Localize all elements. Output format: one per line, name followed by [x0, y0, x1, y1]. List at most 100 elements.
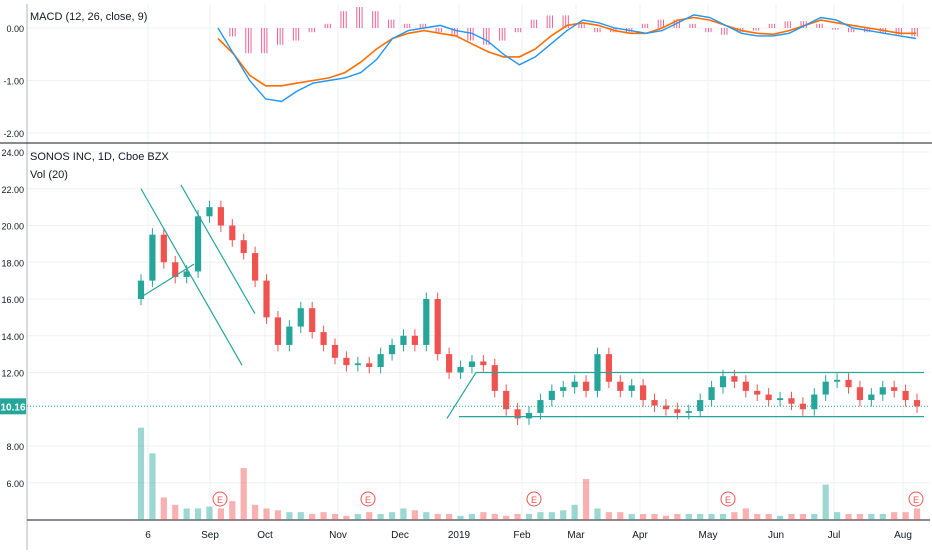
- candle-body: [480, 361, 487, 366]
- candle-body: [571, 381, 578, 388]
- candle-body: [708, 387, 715, 401]
- candle-body: [457, 366, 464, 373]
- x-tick-label: 6: [145, 530, 151, 541]
- price-tick-label: 22.00: [1, 185, 24, 195]
- candle-body: [320, 332, 327, 345]
- x-tick-label: Aug: [894, 530, 912, 541]
- candle-body: [788, 398, 795, 404]
- candle-body: [446, 354, 453, 373]
- candle-body: [765, 394, 772, 401]
- candle-body: [891, 387, 898, 391]
- volume-bar: [411, 510, 418, 520]
- volume-bar: [137, 427, 145, 520]
- candle-body: [309, 308, 316, 333]
- price-tick-label: 18.00: [1, 258, 24, 268]
- candle-body: [331, 344, 339, 358]
- candle-body: [503, 390, 510, 410]
- candle-body: [286, 326, 293, 345]
- macd-tick-label: -1.00: [3, 77, 24, 87]
- candle-body: [172, 262, 179, 277]
- candle-body: [879, 387, 886, 395]
- earnings-marker-icon: [212, 491, 228, 507]
- volume-bar: [366, 512, 373, 520]
- candle-body: [617, 381, 624, 391]
- volume-bar: [617, 512, 624, 520]
- x-tick-label: May: [699, 530, 718, 541]
- volume-bar: [446, 513, 453, 520]
- x-tick-label: Mar: [567, 530, 585, 541]
- earnings-marker-icon: [526, 491, 542, 507]
- candle-body: [651, 400, 658, 406]
- volume-bar: [377, 513, 384, 520]
- price-tick-label: 20.00: [1, 222, 24, 232]
- candle-body: [731, 376, 738, 382]
- volume-bar: [548, 512, 555, 520]
- volume-bar: [252, 504, 259, 520]
- volume-bar: [343, 515, 350, 520]
- volume-bar: [868, 513, 875, 520]
- candle-body: [902, 390, 909, 401]
- volume-bar: [274, 510, 282, 520]
- candle-body: [434, 299, 441, 355]
- x-tick-label: Apr: [632, 530, 648, 541]
- price-tick-label: 8.00: [6, 442, 24, 452]
- volume-bar: [525, 513, 533, 520]
- candle-body: [194, 216, 202, 272]
- volume-bar: [571, 504, 578, 520]
- volume-bar: [388, 512, 396, 520]
- candle-body: [343, 357, 350, 366]
- x-tick-label: Sep: [201, 530, 219, 541]
- candle-body: [160, 234, 167, 263]
- candle-body: [799, 403, 806, 410]
- volume-bar: [731, 512, 738, 520]
- volume-bar: [297, 512, 304, 520]
- macd-label[interactable]: MACD (12, 26, close, 9): [30, 11, 148, 23]
- volume-bar: [514, 513, 521, 520]
- earnings-marker-icon: [360, 491, 376, 507]
- candle-body: [662, 405, 670, 410]
- volume-bar: [822, 484, 829, 520]
- volume-bar: [640, 513, 647, 520]
- volume-bar: [651, 513, 658, 520]
- candle-body: [183, 271, 190, 277]
- volume-bar: [879, 513, 886, 520]
- volume-bar: [400, 508, 407, 520]
- candle-body: [468, 361, 476, 367]
- candle-body: [640, 385, 647, 401]
- volume-bar: [799, 513, 806, 520]
- x-tick-label: 2019: [448, 530, 471, 541]
- candle-body: [206, 207, 213, 217]
- candle-body: [525, 412, 533, 419]
- price-tick-label: 6.00: [6, 479, 24, 489]
- volume-bar: [183, 508, 190, 520]
- candle-body: [491, 365, 498, 391]
- earnings-marker-label: E: [217, 495, 223, 505]
- candle-body: [240, 240, 247, 254]
- volume-bar: [719, 513, 727, 520]
- earnings-marker-icon: [720, 491, 736, 507]
- volume-bar: [776, 515, 784, 520]
- volume-bar: [172, 504, 179, 520]
- candle-body: [514, 409, 521, 419]
- volume-bar: [309, 513, 316, 520]
- symbol-title[interactable]: SONOS INC, 1D, Cboe BZX: [30, 151, 169, 163]
- volume-bar: [194, 508, 202, 520]
- candle-body: [754, 390, 761, 395]
- volume-bar: [811, 513, 818, 520]
- volume-bar: [594, 508, 601, 520]
- volume-bar: [229, 501, 236, 520]
- candle-body: [263, 280, 270, 318]
- candle-body: [913, 400, 921, 407]
- earnings-marker-label: E: [531, 495, 537, 505]
- last-price-badge: [0, 398, 26, 415]
- x-tick-label: Feb: [513, 530, 531, 541]
- trendline: [446, 372, 477, 419]
- x-tick-label: Dec: [391, 530, 409, 541]
- candle-body: [742, 381, 749, 391]
- volume-label[interactable]: Vol (20): [30, 169, 68, 181]
- candle-body: [274, 317, 282, 345]
- volume-bar: [537, 512, 544, 520]
- x-tick-label: Jul: [828, 530, 841, 541]
